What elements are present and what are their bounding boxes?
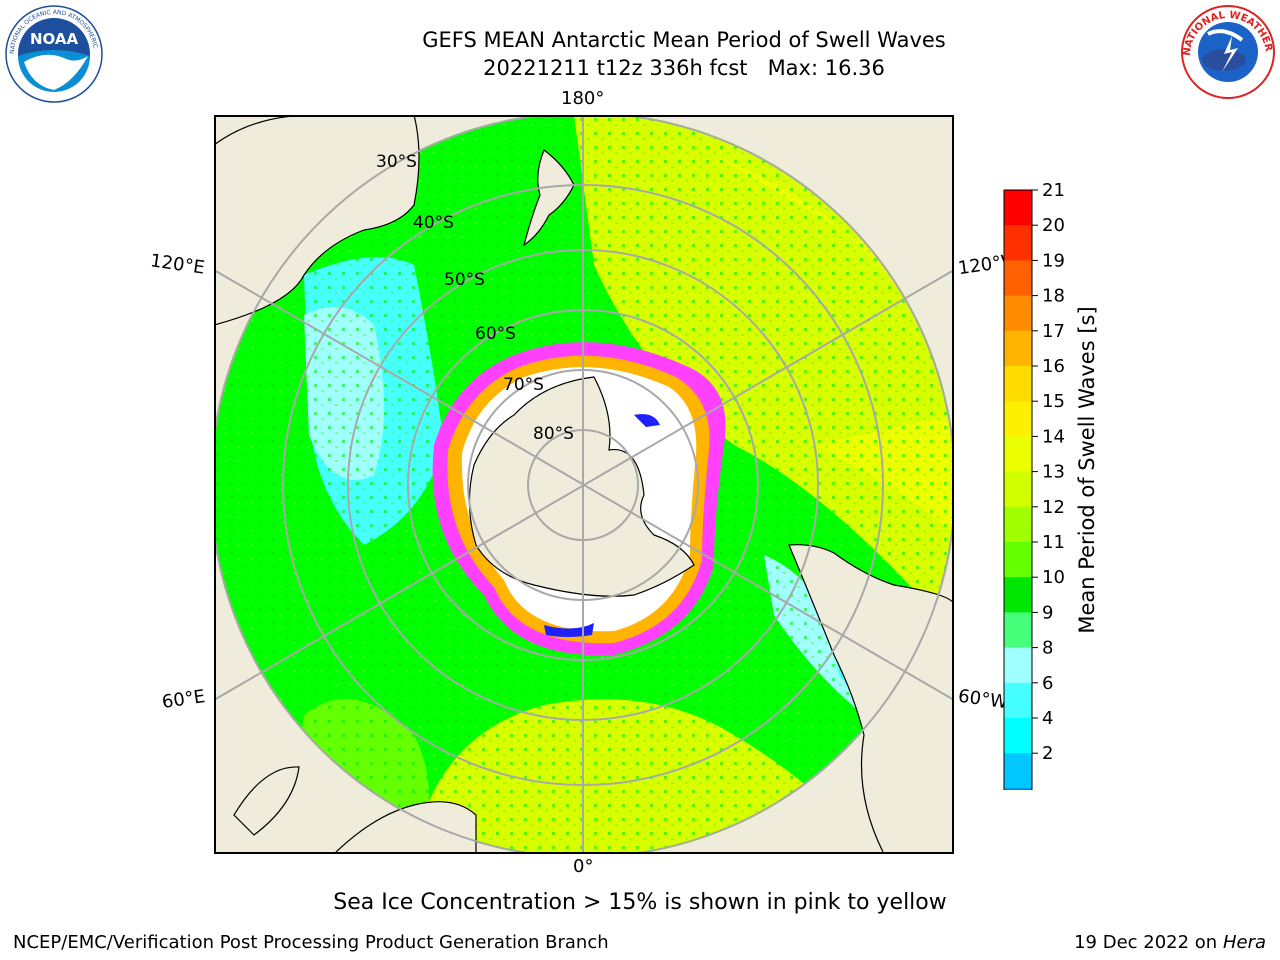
colorbar-swatch xyxy=(1004,718,1032,754)
colorbar-tick-label: 4 xyxy=(1042,708,1053,729)
lat-label-70s: 70°S xyxy=(503,375,544,395)
colorbar-swatch xyxy=(1004,471,1032,508)
lon-label-180: 180° xyxy=(561,88,605,109)
colorbar-tick-label: 2 xyxy=(1042,743,1053,764)
colorbar-tick-label: 20 xyxy=(1042,215,1065,236)
noaa-logo: NOAA NATIONAL OCEANIC AND ATMOSPHERIC xyxy=(5,5,103,103)
colorbar-swatch xyxy=(1004,612,1032,649)
colorbar-swatch xyxy=(1004,295,1032,332)
colorbar-tick-label: 14 xyxy=(1042,426,1065,447)
colorbar-tick-label: 9 xyxy=(1042,602,1053,623)
map-canvas xyxy=(216,117,952,852)
colorbar-tick-label: 12 xyxy=(1042,497,1065,518)
australia xyxy=(216,117,420,326)
nws-logo: NATIONAL WEATHER SERVICE xyxy=(1180,4,1275,99)
run-info: 19 Dec 2022 on Hera xyxy=(1074,932,1266,953)
polar-map xyxy=(214,115,954,854)
run-host: Hera xyxy=(1222,932,1266,953)
chart-title: GEFS MEAN Antarctic Mean Period of Swell… xyxy=(422,28,946,52)
chart-subtitle: 20221211 t12z 336h fcst Max: 16.36 xyxy=(483,56,885,80)
colorbar-tick-label: 15 xyxy=(1042,391,1065,412)
colorbar-swatch xyxy=(1004,753,1032,789)
colorbar-tick-label: 18 xyxy=(1042,286,1065,307)
lat-label-40s: 40°S xyxy=(413,213,454,233)
colorbar-tick-label: 16 xyxy=(1042,356,1065,377)
svg-text:NOAA: NOAA xyxy=(30,30,79,48)
lon-label-120e: 120°E xyxy=(148,250,206,279)
colorbar-swatch xyxy=(1004,190,1032,226)
colorbar-tick-label: 13 xyxy=(1042,462,1065,483)
graticule xyxy=(216,117,952,852)
colorbar-swatch xyxy=(1004,330,1032,367)
colorbar-tick-label: 8 xyxy=(1042,638,1053,659)
colorbar-tick-label: 21 xyxy=(1042,180,1065,201)
colorbar-swatch xyxy=(1004,366,1032,402)
colorbar-swatch xyxy=(1004,682,1032,719)
madagascar xyxy=(233,766,300,836)
colorbar-swatches xyxy=(1003,189,1033,790)
lat-label-80s: 80°S xyxy=(533,424,574,444)
colorbar: 21 20 19 18 17 16 15 14 13 12 11 10 9 8 6 4 2 xyxy=(1003,180,1065,790)
run-date: 19 Dec 2022 on xyxy=(1074,932,1218,953)
colorbar-tick-label: 6 xyxy=(1042,673,1053,694)
colorbar-swatch xyxy=(1004,401,1032,437)
colorbar-label: Mean Period of Swell Waves [s] xyxy=(1075,306,1099,634)
lon-label-0: 0° xyxy=(573,856,594,877)
lat-label-30s: 30°S xyxy=(376,152,417,172)
colorbar-tick-label: 11 xyxy=(1042,532,1065,553)
colorbar-tick-label: 17 xyxy=(1042,321,1065,342)
credit-line: NCEP/EMC/Verification Post Processing Pr… xyxy=(13,932,609,953)
south-america xyxy=(788,544,952,852)
colorbar-tick-label: 19 xyxy=(1042,250,1065,271)
colorbar-swatch xyxy=(1004,647,1032,684)
colorbar-ticks: 21 20 19 18 17 16 15 14 13 12 11 10 9 8 6 4 2 xyxy=(1032,180,1065,764)
colorbar-swatch xyxy=(1004,436,1032,473)
lat-label-60s: 60°S xyxy=(475,324,516,344)
sea-ice-note: Sea Ice Concentration > 15% is shown in … xyxy=(333,890,947,915)
africa xyxy=(335,801,477,852)
colorbar-swatch xyxy=(1004,260,1032,297)
lon-label-60e: 60°E xyxy=(160,686,207,713)
colorbar-swatch xyxy=(1004,506,1032,543)
colorbar-swatch xyxy=(1004,225,1032,261)
lat-label-50s: 50°S xyxy=(444,270,485,290)
colorbar-swatch xyxy=(1004,577,1032,613)
colorbar-swatch xyxy=(1004,542,1032,578)
colorbar-swatch xyxy=(1004,788,1032,790)
new-zealand xyxy=(523,149,575,247)
colorbar-tick-label: 10 xyxy=(1042,567,1065,588)
